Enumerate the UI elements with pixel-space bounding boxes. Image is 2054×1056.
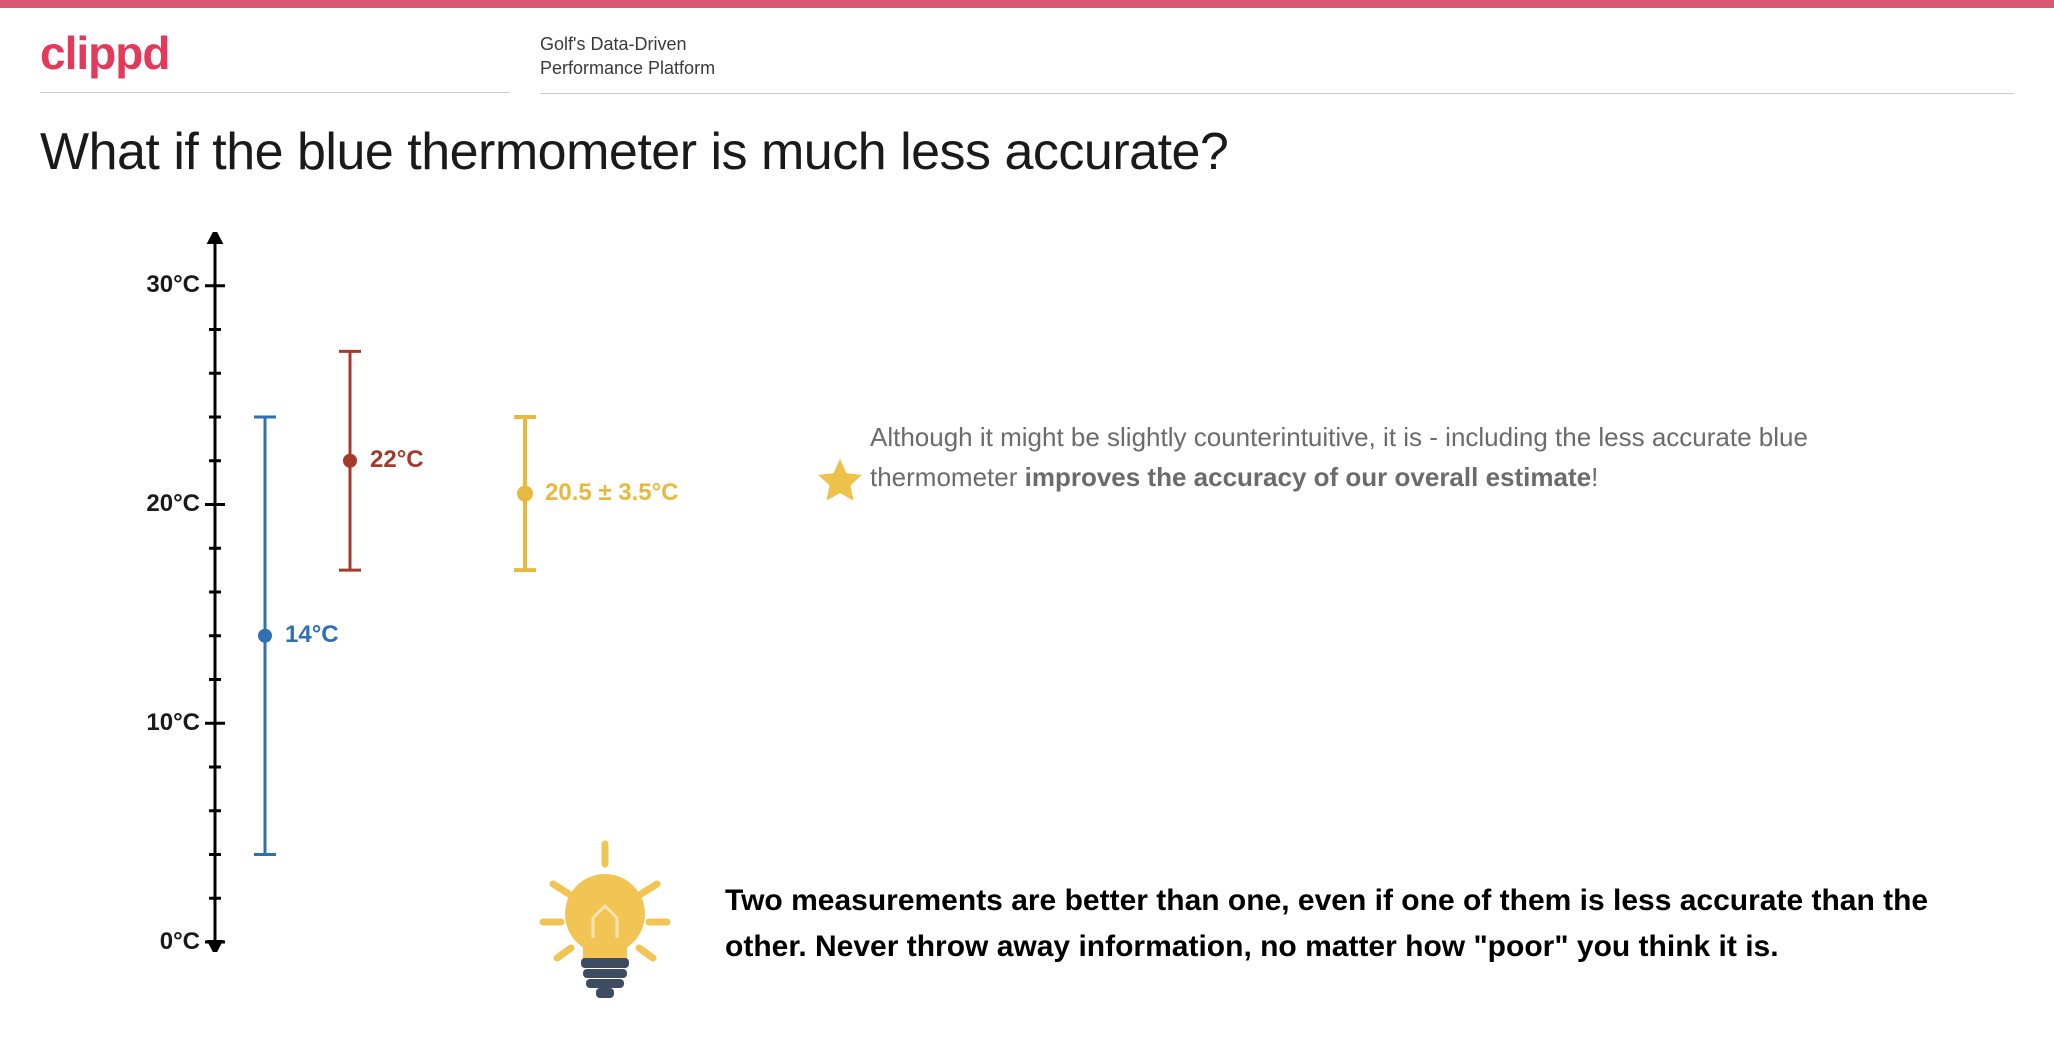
axis-tick-label: 0°C (120, 928, 200, 956)
page-title: What if the blue thermometer is much les… (0, 94, 2054, 192)
brand-subtitle: Golf's Data-Driven Performance Platform (540, 26, 2014, 94)
axis-tick-label: 10°C (120, 709, 200, 737)
explanation-text: Although it might be slightly counterint… (870, 417, 1930, 498)
insight-text: Two measurements are better than one, ev… (725, 878, 1945, 971)
explanation-suffix: ! (1591, 462, 1598, 492)
series-label-blue: 14°C (285, 621, 339, 649)
explanation-bold: improves the accuracy of our overall est… (1025, 462, 1591, 492)
star-icon (815, 457, 865, 512)
brand-logo: clippd (40, 26, 510, 93)
series-label-gold: 20.5 ± 3.5°C (545, 479, 679, 507)
lightbulb-icon (525, 832, 685, 1017)
insight-row: Two measurements are better than one, ev… (525, 832, 1945, 1017)
content-area: 0°C 10°C 20°C 30°C 14°C 22°C 20.5 ± 3.5°C Alth… (0, 192, 2054, 1012)
brand-subtitle-line2: Performance Platform (540, 56, 2014, 80)
axis-tick-label: 20°C (120, 490, 200, 518)
series-label-red: 22°C (370, 446, 424, 474)
axis-tick-label: 30°C (120, 271, 200, 299)
header: clippd Golf's Data-Driven Performance Pl… (0, 8, 2054, 94)
top-accent-bar (0, 0, 2054, 8)
brand-subtitle-line1: Golf's Data-Driven (540, 32, 2014, 56)
